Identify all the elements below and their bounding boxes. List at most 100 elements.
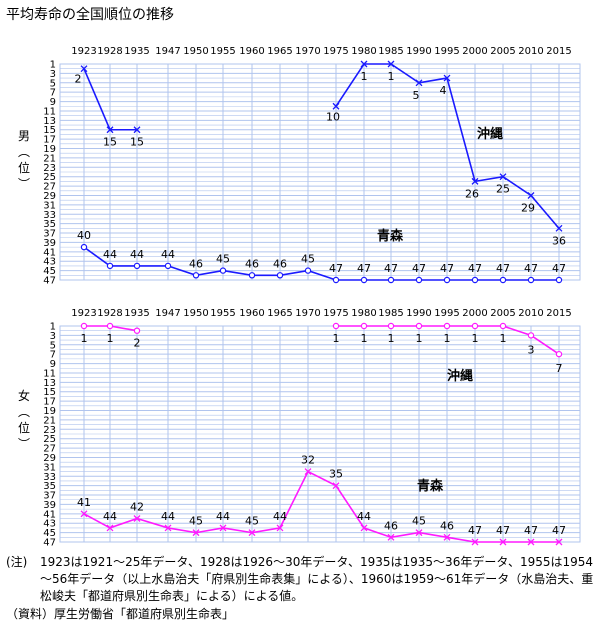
y-tick-label: 19: [43, 144, 56, 155]
y-tick-label: 17: [43, 397, 56, 408]
data-label: 45: [301, 253, 315, 266]
data-point: [80, 510, 88, 518]
y-tick-label: 29: [43, 191, 56, 202]
data-point: [248, 272, 256, 279]
x-tick-label: 2015: [546, 308, 571, 319]
y-tick-label: 5: [50, 78, 56, 89]
data-point: [219, 267, 227, 274]
data-label: 25: [496, 183, 510, 196]
data-point: [415, 276, 423, 284]
data-label: 45: [245, 515, 259, 528]
y-tick-label: 31: [43, 200, 56, 211]
data-label: 3: [528, 343, 535, 356]
data-point: [164, 524, 172, 532]
x-tick-label: 1923: [71, 46, 96, 57]
y-tick-label: 33: [43, 472, 56, 483]
data-point: [106, 126, 114, 134]
plot-frame: [59, 325, 581, 543]
data-point: [332, 482, 340, 490]
data-point: [106, 262, 114, 270]
data-point: [499, 173, 507, 181]
x-tick-label: 1960: [239, 46, 264, 57]
data-point: [443, 533, 451, 541]
data-label: 26: [465, 187, 479, 200]
data-label: 47: [524, 262, 538, 275]
y-tick-label: 33: [43, 210, 56, 221]
x-tick-label: 1985: [378, 308, 403, 319]
y-tick-label: 41: [43, 509, 56, 520]
data-label: 1: [361, 332, 368, 345]
x-tick-label: 1965: [267, 308, 292, 319]
data-point: [387, 60, 395, 68]
data-point: [192, 529, 200, 537]
data-point: [555, 224, 563, 232]
data-point: [80, 243, 88, 251]
data-point: [415, 529, 423, 537]
x-tick-label: 1995: [434, 46, 459, 57]
data-point: [360, 60, 368, 68]
data-label: 1: [361, 70, 368, 83]
data-point: [164, 262, 172, 270]
x-tick-label: 2000: [462, 308, 487, 319]
data-label: 7: [556, 362, 563, 375]
data-label: 47: [384, 262, 398, 275]
x-tick-label: 1935: [124, 308, 149, 319]
y-tick-label: 19: [43, 406, 56, 417]
page-title: 平均寿命の全国順位の推移: [6, 7, 174, 23]
data-point: [555, 538, 563, 546]
y-tick-label: 7: [50, 88, 56, 99]
data-label: 46: [440, 519, 454, 532]
data-label: 15: [130, 136, 144, 149]
data-point: [332, 322, 340, 330]
data-point: [80, 65, 88, 73]
data-point: [387, 322, 395, 330]
y-tick-label: 3: [50, 331, 56, 342]
x-tick-label: 1965: [267, 46, 292, 57]
data-label: 45: [216, 253, 230, 266]
y-tick-label: 7: [50, 350, 56, 361]
x-tick-label: 2005: [490, 46, 515, 57]
y-tick-label: 21: [43, 415, 56, 426]
x-tick-label: 1970: [295, 46, 320, 57]
y-tick-label: 5: [50, 340, 56, 351]
data-point: [387, 533, 395, 541]
data-point: [332, 102, 340, 110]
y-tick-label: 23: [43, 163, 56, 174]
y-tick-label: 47: [43, 276, 56, 287]
data-point: [387, 276, 395, 284]
x-tick-label: 1950: [183, 46, 208, 57]
y-tick-label: 3: [50, 69, 56, 80]
y-tick-label: 35: [43, 481, 56, 492]
y-tick-label: 39: [43, 238, 56, 249]
y-tick-label: 17: [43, 135, 56, 146]
data-label: 41: [77, 496, 91, 509]
x-tick-label: 1960: [239, 308, 264, 319]
data-point: [106, 322, 114, 330]
data-label: 44: [130, 248, 144, 261]
data-label: 1: [416, 332, 423, 345]
series-name-label: 青森: [377, 228, 404, 244]
x-tick-label: 1928: [97, 46, 122, 57]
female-rank-chart: 1357911131517192123252729313335373941434…: [18, 308, 581, 549]
plot-frame: [59, 63, 581, 281]
data-point: [304, 267, 312, 274]
y-tick-label: 45: [43, 266, 56, 277]
data-label: 44: [103, 510, 117, 523]
y-tick-label: 11: [43, 368, 56, 379]
y-tick-label: 9: [50, 97, 56, 108]
data-point: [527, 192, 535, 199]
data-point: [415, 79, 423, 87]
data-label: 1: [333, 332, 340, 345]
x-tick-label: 1980: [351, 308, 376, 319]
y-tick-label: 43: [43, 519, 56, 530]
data-label: 44: [273, 510, 287, 523]
y-axis-label: 女︵位︶: [18, 388, 30, 451]
data-label: 47: [552, 262, 566, 275]
x-tick-label: 1955: [210, 308, 235, 319]
y-tick-label: 11: [43, 106, 56, 117]
data-label: 10: [326, 110, 340, 123]
data-point: [332, 276, 340, 284]
data-label: 47: [552, 524, 566, 537]
data-point: [527, 276, 535, 284]
x-tick-label: 2000: [462, 46, 487, 57]
